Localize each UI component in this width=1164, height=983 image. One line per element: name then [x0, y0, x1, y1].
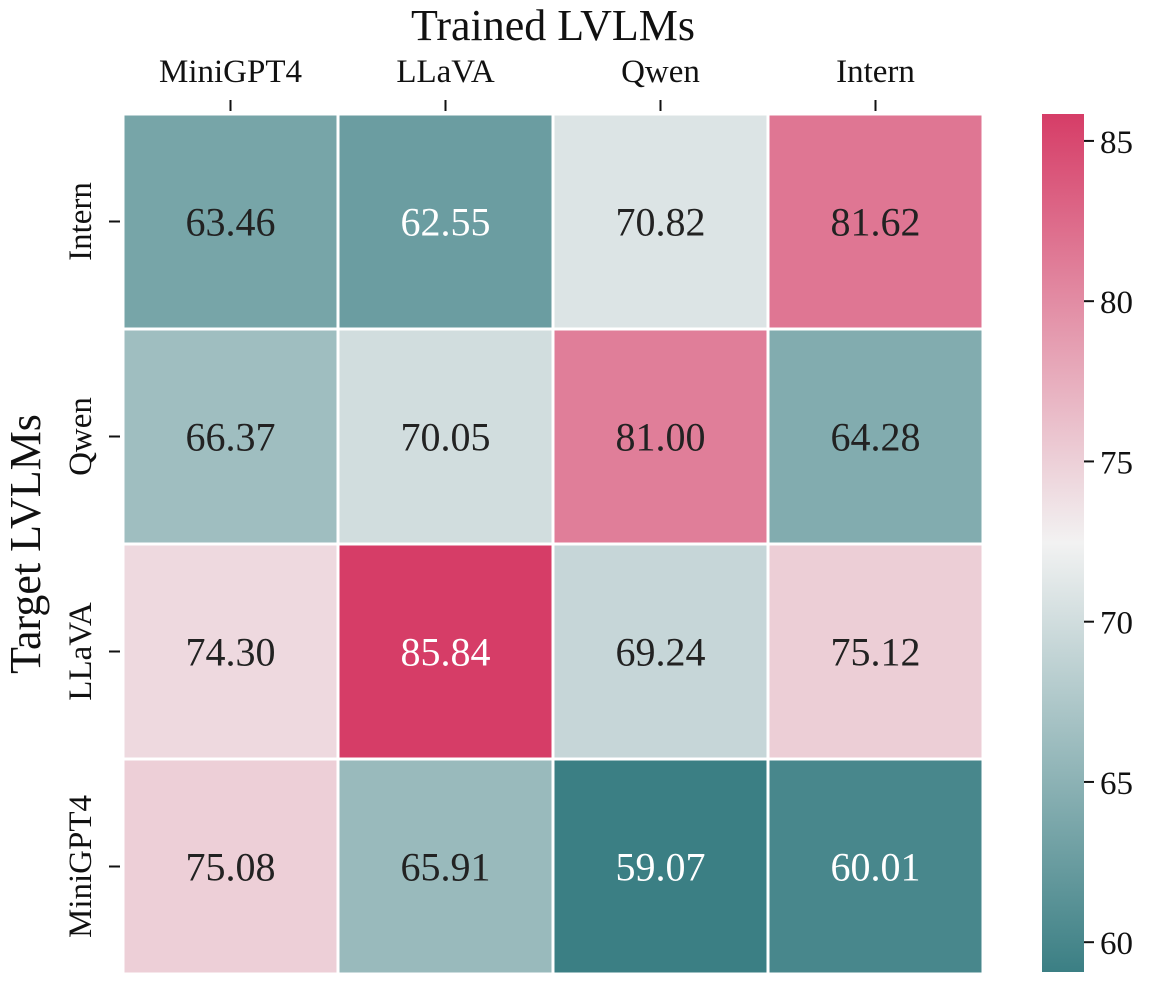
heatmap-cell [336, 542, 555, 761]
cell-value-label: 62.55 [401, 200, 491, 245]
cell-value-label: 74.30 [186, 630, 276, 675]
colorbar-tick-label: 65 [1100, 766, 1133, 802]
cell-value-label: 60.01 [831, 845, 921, 890]
cell-value-label: 65.91 [401, 845, 491, 890]
x-tick-label: Intern [836, 54, 915, 90]
cell-value-label: 75.08 [186, 845, 276, 890]
heatmap-cell [336, 112, 555, 331]
cell-value-label: 70.82 [616, 200, 706, 245]
y-axis-title: Target LVLMs [1, 414, 50, 674]
y-tick-label: Intern [63, 182, 99, 261]
heatmap-cell [766, 542, 985, 761]
cell-value-label: 81.00 [616, 415, 706, 460]
y-tick-label: LLaVA [63, 602, 99, 701]
y-tick-label: MiniGPT4 [63, 795, 99, 938]
heatmap-cell [766, 112, 985, 331]
x-tick-label: LLaVA [396, 54, 495, 90]
y-tick-label: Qwen [63, 397, 99, 476]
x-tick-label: MiniGPT4 [159, 54, 302, 90]
y-axis-ticks: Intern Qwen LLaVA MiniGPT4 [63, 182, 120, 938]
heatmap-cell [336, 757, 555, 976]
heatmap-cells: 63.46 62.55 70.82 81.62 66.37 70.05 81.00 64.28… [121, 112, 985, 976]
cell-value-label: 70.05 [401, 415, 491, 460]
heatmap-cell [766, 757, 985, 976]
x-axis-title: Trained LVLMs [411, 1, 695, 50]
colorbar-tick-label: 80 [1100, 285, 1133, 321]
cell-value-label: 75.12 [831, 630, 921, 675]
cell-value-label: 63.46 [186, 200, 276, 245]
cell-value-label: 59.07 [616, 845, 706, 890]
heatmap-cell [121, 757, 340, 976]
heatmap-cell [121, 112, 340, 331]
cell-value-label: 81.62 [831, 200, 921, 245]
colorbar-tick-label: 60 [1100, 926, 1133, 962]
colorbar-ticks: 60 65 70 75 80 85 [1084, 125, 1133, 962]
cell-value-label: 69.24 [616, 630, 706, 675]
colorbar-tick-label: 85 [1100, 125, 1133, 161]
colorbar-tick-label: 70 [1100, 606, 1133, 642]
heatmap-cell [551, 112, 770, 331]
x-tick-label: Qwen [621, 54, 700, 90]
colorbar-tick-label: 75 [1100, 445, 1133, 481]
cell-value-label: 64.28 [831, 415, 921, 460]
x-axis-ticks: MiniGPT4 LLaVA Qwen Intern [159, 54, 915, 111]
heatmap-cell [766, 327, 985, 546]
cell-value-label: 85.84 [401, 630, 491, 675]
cell-value-label: 66.37 [186, 415, 276, 460]
colorbar [1042, 114, 1084, 972]
heatmap-cell [336, 327, 555, 546]
